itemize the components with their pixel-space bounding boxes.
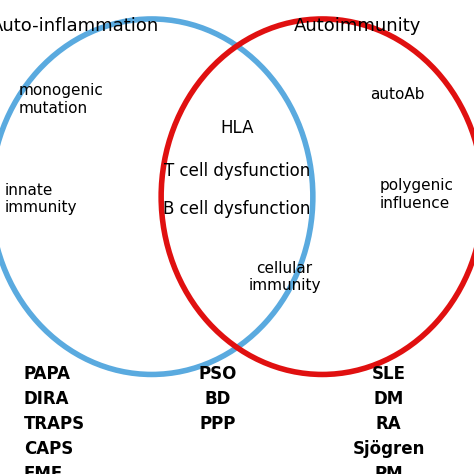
Text: monogenic
mutation: monogenic mutation (19, 83, 104, 116)
Text: polygenic
influence: polygenic influence (379, 178, 453, 210)
Text: B cell dysfunction: B cell dysfunction (164, 200, 310, 218)
Text: autoAb: autoAb (370, 87, 424, 102)
Text: Auto-inflammation: Auto-inflammation (0, 17, 159, 35)
Text: Autoimmunity: Autoimmunity (294, 17, 421, 35)
Text: innate
immunity: innate immunity (5, 183, 77, 215)
Text: HLA: HLA (220, 119, 254, 137)
Text: SLE
DM
RA
Sjögren
PM: SLE DM RA Sjögren PM (353, 365, 425, 474)
Text: cellular
immunity: cellular immunity (248, 261, 320, 293)
Text: PSO
BD
PPP: PSO BD PPP (199, 365, 237, 433)
Text: T cell dysfunction: T cell dysfunction (164, 162, 310, 180)
Text: PAPA
DIRA
TRAPS
CAPS
FMF: PAPA DIRA TRAPS CAPS FMF (24, 365, 85, 474)
